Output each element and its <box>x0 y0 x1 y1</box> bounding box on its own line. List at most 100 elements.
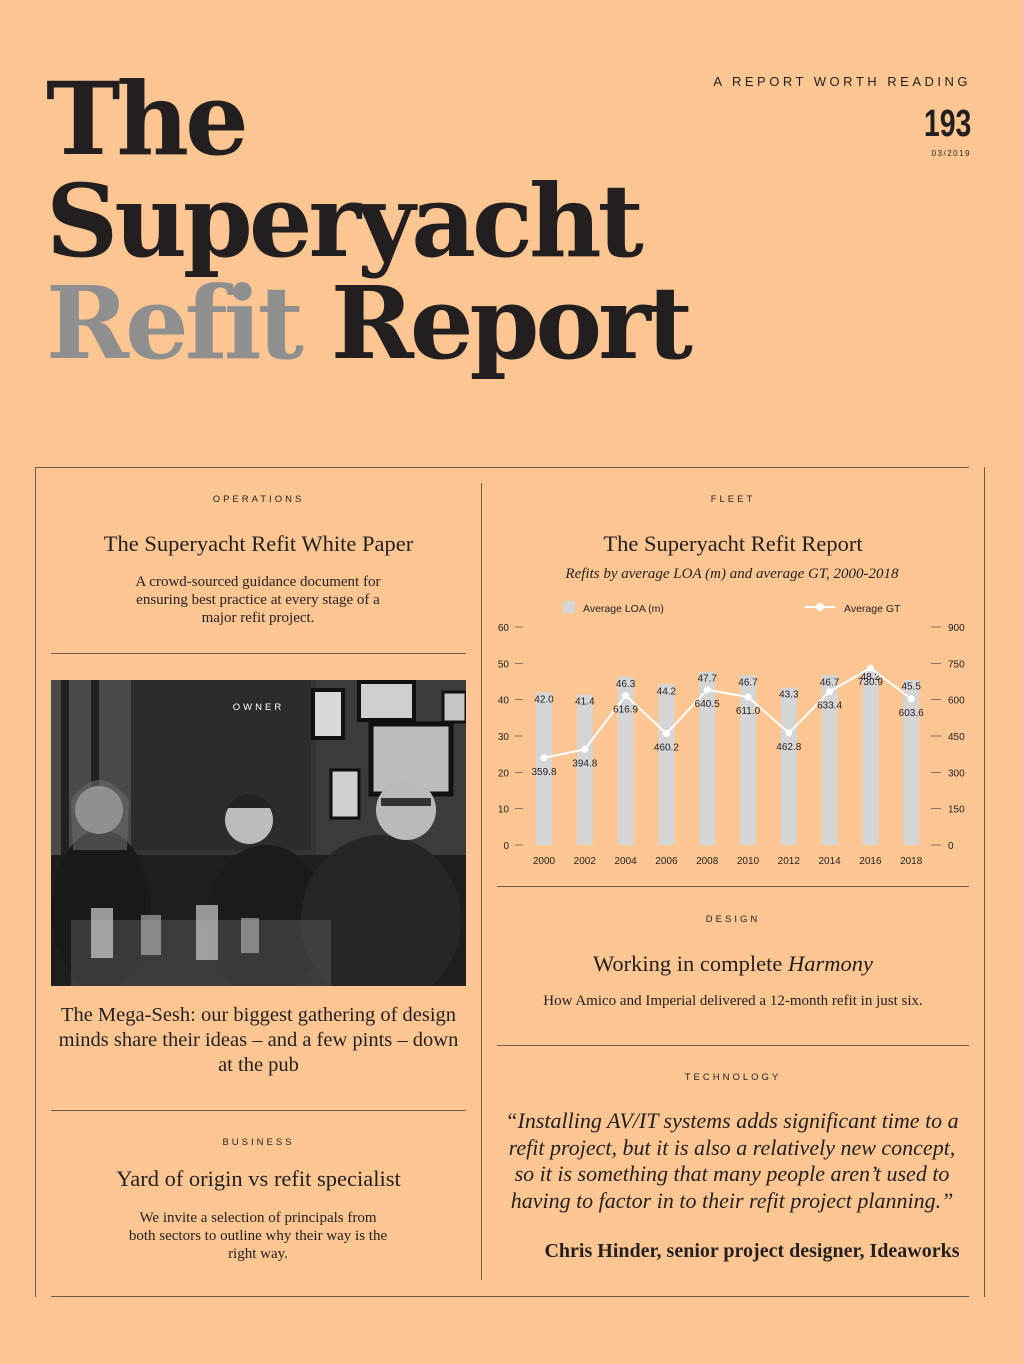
loa-bar-label: 48.2 <box>861 672 881 683</box>
x-tick-label: 2008 <box>696 856 719 867</box>
loa-bar <box>780 687 797 845</box>
gt-point <box>622 692 630 700</box>
gt-point-label: 633.4 <box>817 701 842 712</box>
loa-bar <box>821 675 838 845</box>
x-tick-label: 2018 <box>900 856 923 867</box>
gt-point <box>744 693 752 701</box>
legend-marker-gt <box>816 603 824 611</box>
masthead-title: The Superyacht Refit Report <box>46 60 693 374</box>
left-tick-label: 10 <box>498 805 510 816</box>
design-headline-emphasis: Harmony <box>788 951 874 976</box>
gt-point-label: 460.2 <box>654 743 679 754</box>
loa-bar <box>536 692 552 845</box>
quote-attribution: Chris Hinder, senior project designer, I… <box>544 1240 960 1262</box>
gt-point-label: 616.9 <box>613 705 638 716</box>
design-blurb: How Amico and Imperial delivered a 12-mo… <box>543 993 923 1009</box>
x-tick-label: 2006 <box>655 856 678 867</box>
right-tick-label: 600 <box>948 696 965 707</box>
loa-bar-label: 44.2 <box>657 686 677 697</box>
top-rule <box>35 467 969 468</box>
technology-kicker: TECHNOLOGY <box>684 1072 782 1083</box>
owner-photo[interactable]: OWNER <box>51 680 466 986</box>
left-tick-label: 0 <box>503 841 509 852</box>
operations-blurb: A crowd-sourced guidance document for en… <box>135 574 381 626</box>
operations-headline[interactable]: The Superyacht Refit White Paper <box>103 531 414 556</box>
left-axis-ticks: 0 10 20 30 40 50 60 <box>498 623 523 852</box>
right-tick-label: 0 <box>948 841 954 852</box>
gt-point <box>826 688 834 696</box>
rule-operations <box>51 653 466 654</box>
loa-bar <box>862 669 879 845</box>
gt-line: 359.8 394.8 616.9 460.2 640.5 611.0 462.8 633.4… <box>531 664 924 778</box>
x-tick-label: 2010 <box>737 856 760 867</box>
x-tick-label: 2000 <box>533 856 556 867</box>
business-headline[interactable]: Yard of origin vs refit specialist <box>116 1166 401 1191</box>
loa-bar-label: 46.7 <box>820 677 840 688</box>
design-kicker: DESIGN <box>705 914 761 925</box>
x-tick-label: 2004 <box>614 856 637 867</box>
operations-kicker: OPERATIONS <box>212 494 305 505</box>
business-kicker: BUSINESS <box>222 1137 295 1148</box>
legend-label-gt: Average GT <box>844 603 901 615</box>
refit-chart: Average LOA (m) Average GT 0 10 20 30 40 50 60… <box>498 601 965 867</box>
title-accent-word: Refit <box>46 264 304 382</box>
gt-point <box>540 754 548 762</box>
business-blurb: We invite a selection of principals from… <box>128 1210 388 1262</box>
left-border <box>35 467 36 1297</box>
right-tick-label: 150 <box>948 805 965 816</box>
left-tick-label: 40 <box>498 696 510 707</box>
owner-headline[interactable]: The Mega-Sesh: our biggest gathering of … <box>58 1004 459 1076</box>
gt-point <box>581 745 589 753</box>
loa-bar-label: 46.7 <box>738 677 758 688</box>
x-tick-label: 2014 <box>818 856 841 867</box>
loa-bar <box>658 684 675 845</box>
rule-design <box>497 1045 969 1046</box>
gt-series-line <box>543 666 912 759</box>
left-tick-label: 30 <box>498 732 510 743</box>
tagline: A REPORT WORTH READING <box>713 74 971 89</box>
design-headline-prefix: Working in complete <box>592 951 783 976</box>
x-axis-ticks: 2000 2002 2004 2006 2008 2010 2012 2014 2016 2018 <box>533 856 923 867</box>
loa-bar-label: 47.7 <box>697 674 717 685</box>
loa-bar <box>617 676 634 845</box>
loa-bar <box>903 679 920 845</box>
x-tick-label: 2002 <box>574 856 597 867</box>
fleet-headline[interactable]: The Superyacht Refit Report <box>603 531 863 556</box>
chart-subtitle: Refits by average LOA (m) and average GT… <box>565 566 899 582</box>
gt-point-label: 603.6 <box>899 708 924 719</box>
gt-point-label: 462.8 <box>776 742 801 753</box>
title-line-1: The <box>46 60 249 178</box>
x-tick-label: 2012 <box>778 856 801 867</box>
technology-quote[interactable]: “Installing AV/IT systems adds significa… <box>505 1108 959 1213</box>
rule-business <box>51 1110 466 1111</box>
loa-bars: 42.0 41.4 46.3 44.2 47.7 46.7 43.3 46.7 48.2 45.5 <box>534 669 921 845</box>
right-tick-label: 900 <box>948 623 965 634</box>
right-axis-ticks: 0 150 300 450 600 750 900 <box>931 623 965 852</box>
issue-number: 193 <box>923 103 971 145</box>
right-tick-label: 450 <box>948 732 965 743</box>
loa-bar-label: 46.3 <box>616 679 636 690</box>
gt-point <box>866 664 874 672</box>
x-tick-label: 2016 <box>859 856 882 867</box>
rule-fleet <box>497 886 969 887</box>
right-border <box>984 467 985 1297</box>
gt-point-label: 611.0 <box>736 706 761 717</box>
title-line-3: Refit Report <box>46 272 693 374</box>
chart-legend: Average LOA (m) Average GT <box>563 601 901 615</box>
gt-point <box>785 729 793 737</box>
loa-bar-label: 43.3 <box>779 690 799 701</box>
bottom-rule <box>51 1296 969 1297</box>
legend-label-loa: Average LOA (m) <box>583 603 664 615</box>
right-tick-label: 300 <box>948 768 965 779</box>
legend-swatch-loa <box>563 601 575 613</box>
gt-point <box>662 730 670 738</box>
gt-point-label: 359.8 <box>531 767 556 778</box>
gt-point-label: 394.8 <box>572 758 597 769</box>
right-tick-label: 750 <box>948 659 965 670</box>
issue-date: 03/2019 <box>931 149 971 158</box>
gt-point <box>907 695 915 703</box>
gt-point <box>703 686 711 694</box>
loa-bar-label: 41.4 <box>575 697 595 708</box>
design-headline[interactable]: Working in complete Harmony <box>497 951 969 977</box>
loa-bar-label: 45.5 <box>901 682 921 693</box>
